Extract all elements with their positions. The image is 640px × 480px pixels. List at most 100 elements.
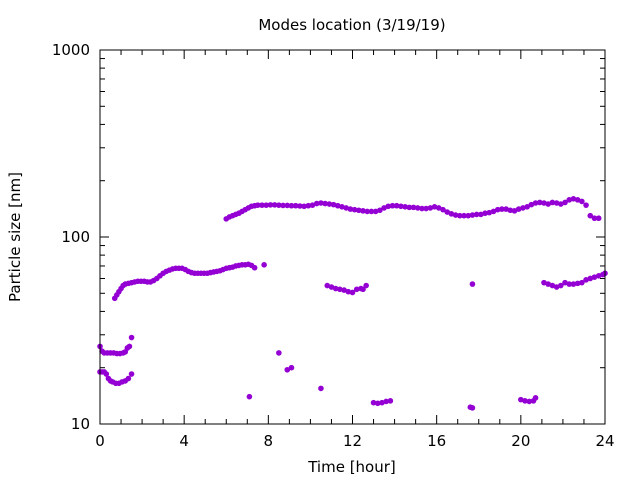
data-point: [385, 203, 392, 210]
data-point: [337, 286, 343, 293]
data-point: [347, 206, 354, 212]
data-point: [522, 398, 528, 404]
data-point: [125, 375, 132, 382]
data-point: [313, 200, 320, 207]
data-point: [566, 197, 573, 203]
data-point: [360, 286, 366, 293]
data-point: [469, 281, 476, 287]
data-point: [579, 279, 585, 286]
x-tick-label: 4: [179, 432, 189, 450]
x-tick-label: 0: [95, 432, 105, 450]
data-point: [402, 204, 408, 210]
data-point: [126, 343, 133, 350]
data-point: [574, 280, 581, 287]
data-point: [457, 212, 463, 219]
data-point: [364, 208, 371, 215]
data-point: [318, 385, 324, 392]
data-point: [469, 405, 476, 411]
x-tick-label: 12: [343, 432, 362, 450]
data-point: [334, 202, 341, 209]
data-point: [414, 205, 421, 211]
y-tick-label: 100: [61, 228, 90, 246]
data-point: [326, 201, 333, 207]
data-point: [276, 202, 282, 208]
data-point: [309, 202, 316, 208]
data-point: [499, 206, 505, 212]
data-point: [473, 211, 480, 218]
data-point: [570, 196, 577, 202]
data-point: [330, 201, 337, 208]
data-point: [343, 205, 349, 211]
data-point: [587, 212, 594, 219]
data-point: [284, 366, 291, 373]
data-point: [372, 208, 379, 215]
x-axis-label: Time [hour]: [307, 458, 396, 476]
data-point: [276, 350, 282, 356]
data-point: [356, 207, 362, 214]
data-point: [587, 275, 594, 282]
data-point: [345, 288, 352, 295]
data-point: [423, 205, 429, 212]
data-point: [332, 285, 339, 292]
data-point: [469, 212, 476, 218]
axis-ticks: 0 4 8 12 16 20 24 10 100 1000: [52, 41, 615, 450]
data-point: [393, 202, 400, 209]
data-point: [427, 205, 434, 211]
data-point: [431, 204, 438, 210]
data-point: [435, 205, 442, 211]
data-point: [297, 203, 303, 209]
data-point: [448, 211, 455, 217]
data-point: [288, 364, 295, 371]
data-point: [545, 281, 551, 287]
data-points: [97, 196, 608, 411]
data-point: [595, 215, 602, 222]
x-tick-label: 8: [264, 432, 274, 450]
plot-frame: [99, 49, 606, 425]
data-point: [595, 273, 602, 279]
chart-title: Modes location (3/19/19): [258, 16, 445, 34]
data-point: [383, 398, 389, 405]
data-point: [570, 281, 577, 287]
data-point: [351, 206, 358, 213]
data-point: [251, 264, 258, 271]
data-point: [562, 279, 568, 286]
data-point: [363, 282, 369, 289]
data-point: [255, 202, 261, 208]
data-point: [461, 212, 467, 219]
data-point: [541, 279, 547, 286]
data-point: [263, 202, 270, 208]
data-point: [566, 281, 573, 287]
data-point: [368, 208, 375, 215]
data-point: [553, 200, 560, 206]
data-point: [280, 202, 286, 209]
data-point: [377, 207, 383, 214]
data-point: [494, 206, 501, 213]
data-point: [292, 202, 299, 209]
data-point: [452, 212, 459, 218]
data-point: [507, 207, 514, 214]
data-point: [549, 282, 556, 289]
data-point: [528, 201, 535, 208]
data-point: [246, 393, 253, 400]
data-point: [370, 399, 377, 406]
y-tick-label: 10: [71, 415, 90, 433]
data-point: [379, 399, 385, 406]
data-point: [553, 284, 560, 290]
data-point: [558, 282, 564, 289]
data-point: [374, 400, 381, 407]
data-point: [318, 200, 324, 206]
data-point: [324, 282, 331, 289]
data-point: [284, 202, 291, 209]
data-point: [591, 274, 598, 280]
data-point: [419, 205, 425, 212]
data-point: [128, 334, 135, 341]
data-point: [465, 212, 472, 219]
y-tick-label: 1000: [52, 41, 90, 59]
data-point: [259, 202, 265, 208]
data-point: [444, 209, 450, 215]
data-point: [261, 262, 267, 268]
data-point: [541, 200, 547, 206]
data-point: [486, 209, 493, 216]
data-point: [271, 202, 278, 208]
